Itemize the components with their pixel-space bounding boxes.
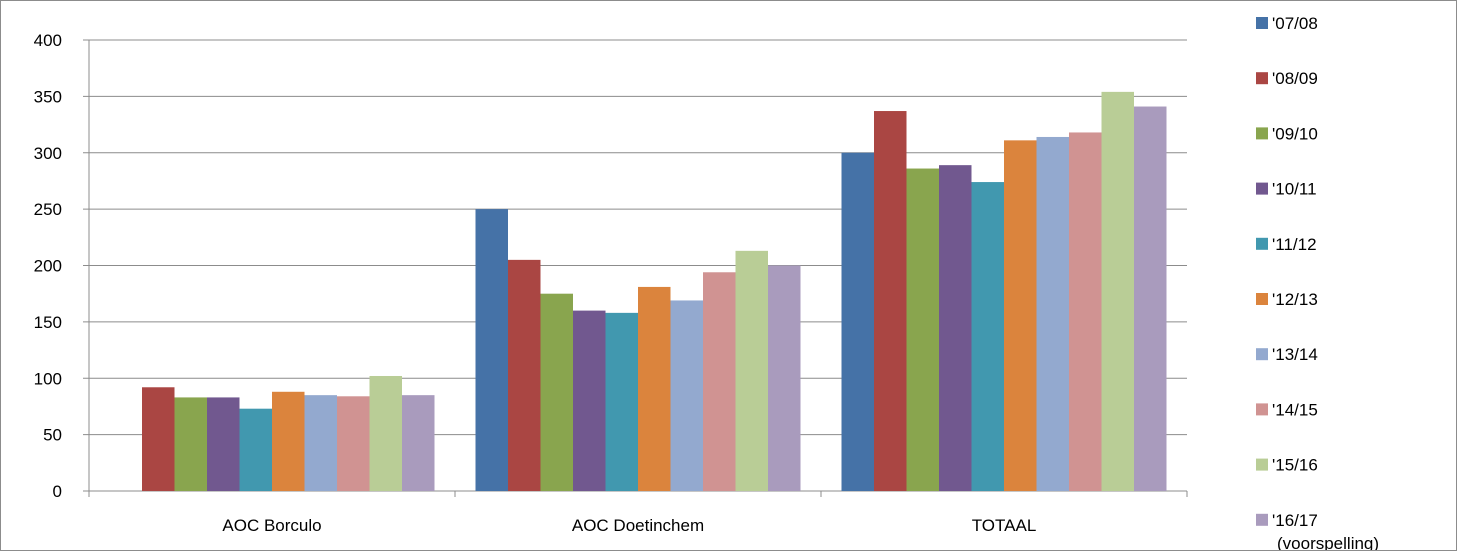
legend-label: '08/09 bbox=[1272, 69, 1318, 88]
bar bbox=[605, 312, 638, 491]
bar bbox=[874, 111, 907, 491]
legend-label-line: '16/17 bbox=[1272, 511, 1318, 530]
bar bbox=[402, 395, 435, 491]
bar bbox=[508, 259, 541, 491]
legend-swatch bbox=[1256, 237, 1268, 250]
y-tick-label: 400 bbox=[34, 31, 62, 50]
bar bbox=[670, 300, 703, 491]
bar bbox=[1004, 140, 1037, 491]
x-category-label: AOC Borculo bbox=[222, 516, 321, 535]
x-category-label: TOTAAL bbox=[972, 516, 1037, 535]
y-tick-label: 50 bbox=[43, 426, 62, 445]
x-category-label: AOC Doetinchem bbox=[572, 516, 704, 535]
bar bbox=[573, 310, 606, 491]
bars bbox=[142, 91, 1167, 492]
bar bbox=[841, 152, 874, 491]
legend-label: '09/10 bbox=[1272, 124, 1318, 143]
bar bbox=[207, 397, 240, 491]
bar bbox=[638, 286, 671, 491]
bar bbox=[540, 293, 573, 491]
legend-swatch bbox=[1256, 403, 1268, 416]
legend-swatch bbox=[1256, 293, 1268, 305]
legend-swatch bbox=[1256, 513, 1268, 526]
bar bbox=[174, 397, 207, 491]
y-tick-label: 350 bbox=[34, 87, 62, 106]
legend-swatch bbox=[1256, 348, 1268, 361]
bar bbox=[304, 395, 337, 491]
bar bbox=[735, 250, 768, 491]
y-tick-label: 200 bbox=[34, 257, 62, 276]
legend-label: '14/15 bbox=[1272, 400, 1318, 419]
legend-label: '15/16 bbox=[1272, 456, 1318, 475]
bar bbox=[142, 387, 175, 491]
legend: '07/08 '08/09 '09/10 '10/11 '11/12 '12/13 '13/… bbox=[1256, 14, 1379, 550]
legend-label: '12/13 bbox=[1272, 290, 1318, 309]
y-tick-label: 250 bbox=[34, 200, 62, 219]
bar bbox=[1101, 91, 1134, 492]
legend-label: '13/14 bbox=[1272, 345, 1318, 364]
bar bbox=[1036, 136, 1069, 491]
bar bbox=[703, 272, 736, 491]
bar bbox=[939, 165, 972, 491]
legend-swatch bbox=[1256, 72, 1268, 85]
bar bbox=[272, 391, 305, 491]
legend-swatch bbox=[1256, 458, 1268, 471]
bar bbox=[1069, 132, 1102, 491]
bar bbox=[906, 168, 939, 491]
legend-label: '11/12 bbox=[1272, 235, 1317, 254]
bar bbox=[1134, 106, 1167, 492]
bar bbox=[475, 209, 508, 491]
bar bbox=[337, 396, 370, 491]
bar bbox=[369, 375, 402, 491]
legend-swatch bbox=[1256, 182, 1268, 195]
legend-label: '16/17 (voorspelling) bbox=[1272, 511, 1379, 550]
axis-labels: 0 50 100 150 200 250 300 350 400 AOC Borculo AOC D… bbox=[34, 31, 1037, 535]
bar bbox=[768, 265, 801, 491]
legend-label-line: (voorspelling) bbox=[1277, 534, 1379, 550]
bar bbox=[239, 408, 272, 491]
legend-label: '10/11 bbox=[1272, 180, 1317, 199]
y-tick-label: 300 bbox=[34, 144, 62, 163]
legend-swatch bbox=[1256, 17, 1268, 29]
y-tick-label: 0 bbox=[53, 482, 62, 501]
y-tick-label: 100 bbox=[34, 369, 62, 388]
legend-swatch bbox=[1256, 127, 1268, 140]
y-tick-label: 150 bbox=[34, 313, 62, 332]
bar bbox=[971, 182, 1004, 491]
legend-label: '07/08 bbox=[1272, 14, 1318, 33]
